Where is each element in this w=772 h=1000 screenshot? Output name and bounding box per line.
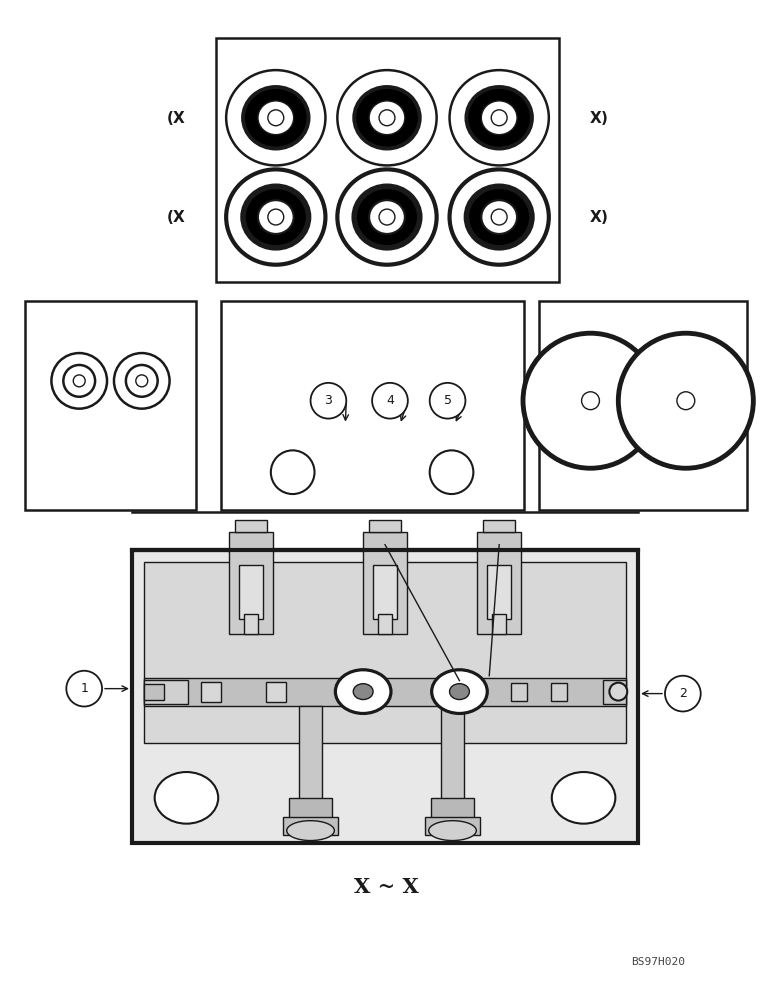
Bar [144,680,188,704]
Text: X ~ X: X ~ X [354,877,418,897]
Bar [25,301,196,510]
Ellipse shape [449,169,549,265]
Ellipse shape [243,87,309,149]
Circle shape [63,365,95,397]
Ellipse shape [369,101,405,135]
Ellipse shape [243,186,309,248]
Bar [283,817,338,835]
Ellipse shape [449,70,549,165]
Ellipse shape [379,110,395,126]
Ellipse shape [335,670,391,713]
Ellipse shape [354,684,373,700]
Bar [539,301,747,510]
Ellipse shape [466,87,532,149]
Bar [477,532,521,552]
Bar [493,614,506,634]
Bar [229,550,273,634]
Bar [266,682,286,702]
Ellipse shape [268,110,284,126]
Ellipse shape [609,683,628,701]
Bar [373,565,397,619]
Ellipse shape [466,186,532,248]
Circle shape [372,383,408,419]
Circle shape [73,375,85,387]
Ellipse shape [337,70,437,165]
Text: $\bf{(X}$: $\bf{(X}$ [166,208,187,226]
Text: $\bf{(X}$: $\bf{(X}$ [166,109,187,127]
Ellipse shape [449,684,469,700]
Bar [144,684,164,700]
Bar [144,678,626,706]
Ellipse shape [369,200,405,234]
Ellipse shape [428,821,476,841]
Bar [235,520,267,532]
Ellipse shape [481,101,517,135]
Bar [239,565,263,619]
Ellipse shape [354,186,420,248]
Ellipse shape [491,110,507,126]
Text: 1: 1 [80,682,88,695]
Text: 2: 2 [679,687,687,700]
Circle shape [581,392,599,410]
Text: 5: 5 [444,394,452,407]
Ellipse shape [286,821,334,841]
Ellipse shape [552,772,615,824]
Bar [483,520,515,532]
Text: $\bf{X)}$: $\bf{X)}$ [589,208,608,226]
Ellipse shape [337,169,437,265]
Circle shape [523,333,658,468]
Bar [201,682,222,702]
Bar [222,301,524,510]
Bar [511,683,527,701]
Bar [132,550,638,843]
Circle shape [665,676,701,711]
Bar [216,38,559,282]
Bar [229,532,273,552]
Circle shape [430,450,473,494]
Text: 4: 4 [386,394,394,407]
Ellipse shape [354,87,420,149]
Bar [144,562,626,743]
Ellipse shape [258,200,293,234]
Text: BS97H020: BS97H020 [631,957,685,967]
Circle shape [430,383,466,419]
Circle shape [618,333,753,468]
Bar [363,532,407,552]
Bar [550,683,567,701]
Ellipse shape [154,772,218,824]
Bar [369,520,401,532]
Ellipse shape [226,169,326,265]
Circle shape [136,375,147,387]
Circle shape [310,383,347,419]
Bar [363,550,407,634]
Bar [299,706,323,803]
Circle shape [271,450,314,494]
Circle shape [66,671,102,707]
Circle shape [126,365,157,397]
Bar [604,680,626,704]
Ellipse shape [491,209,507,225]
Text: 3: 3 [324,394,333,407]
Text: $\bf{X)}$: $\bf{X)}$ [589,109,608,127]
Bar [441,706,465,803]
Bar [431,798,474,828]
Bar [425,817,480,835]
Bar [477,550,521,634]
Ellipse shape [481,200,517,234]
Ellipse shape [258,101,293,135]
Circle shape [52,353,107,409]
Circle shape [114,353,170,409]
Circle shape [677,392,695,410]
Ellipse shape [432,670,487,713]
Bar [378,614,392,634]
Bar [289,798,333,828]
Ellipse shape [268,209,284,225]
Bar [487,565,511,619]
Ellipse shape [379,209,395,225]
Bar [244,614,258,634]
Ellipse shape [226,70,326,165]
